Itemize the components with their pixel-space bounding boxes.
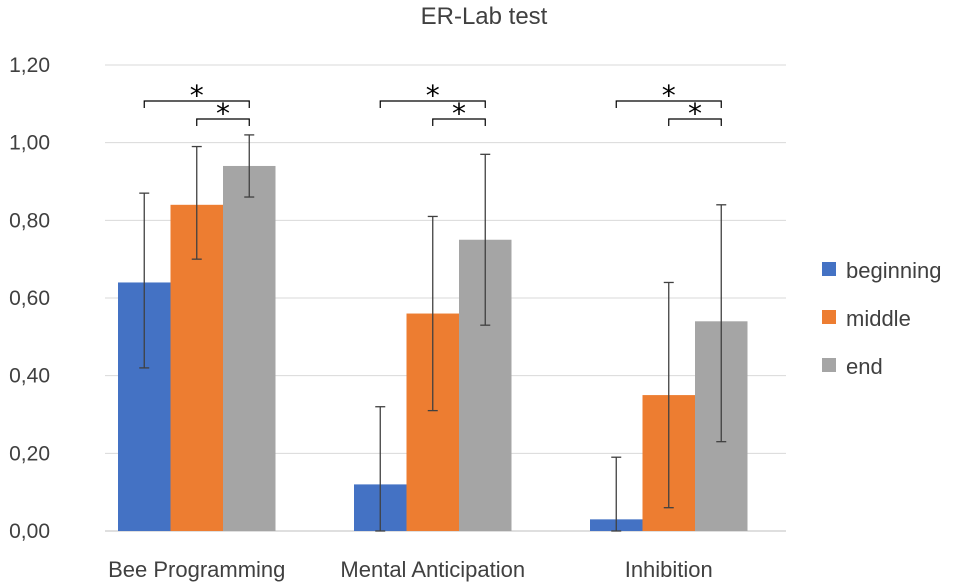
significance-star: * [426, 79, 440, 112]
significance-star: * [662, 79, 676, 112]
bracket-line [668, 118, 722, 126]
legend-label: beginning [846, 258, 941, 283]
category-label: Mental Anticipation [340, 557, 525, 582]
legend-label: end [846, 354, 883, 379]
significance-star: * [190, 79, 204, 112]
legend-swatch [822, 262, 836, 276]
legend-item-end: end [822, 354, 883, 379]
chart-title: ER-Lab test [421, 3, 548, 30]
bracket-line [432, 118, 486, 126]
y-tick-label: 1,20 [9, 54, 50, 77]
category-label: Inhibition [625, 557, 713, 582]
legend-label: middle [846, 306, 911, 331]
error-bar-beginning-3 [611, 456, 622, 532]
error-bar-end-1 [244, 134, 255, 198]
y-tick-label: 0,60 [9, 287, 50, 310]
legend-item-beginning: beginning [822, 258, 941, 283]
error-bars [139, 134, 727, 532]
significance-bracket: * [668, 97, 722, 130]
bracket-line [196, 118, 250, 126]
significance-bracket: * [615, 79, 722, 112]
error-bar-end-3 [716, 204, 727, 443]
significance-star: * [216, 97, 230, 130]
significance-bracket: * [379, 79, 486, 112]
x-axis-category-labels: Bee Programming Mental Anticipation Inhibi… [108, 557, 713, 582]
category-label: Bee Programming [108, 557, 285, 582]
error-bar-beginning-2 [375, 406, 386, 532]
error-bar-middle-1 [191, 145, 202, 260]
error-bar-beginning-1 [139, 192, 150, 369]
significance-bracket: * [143, 79, 250, 112]
y-tick-label: 0,00 [9, 520, 50, 543]
legend-swatch [822, 358, 836, 372]
bracket-line [379, 100, 486, 108]
y-axis-tick-labels: 0,00 0,20 0,40 0,60 0,80 1,00 1,20 [9, 54, 50, 543]
legend-swatch [822, 310, 836, 324]
bracket-line [615, 100, 722, 108]
y-tick-label: 1,00 [9, 132, 50, 155]
significance-brackets: * * * * * * [143, 79, 722, 130]
significance-bracket: * [196, 97, 250, 130]
bar-end-1 [223, 165, 276, 531]
error-bar-end-2 [480, 153, 491, 326]
bracket-line [143, 100, 250, 108]
significance-bracket: * [432, 97, 486, 130]
y-tick-label: 0,40 [9, 365, 50, 388]
y-tick-label: 0,20 [9, 442, 50, 465]
error-bar-middle-2 [427, 215, 438, 412]
error-bar-middle-3 [663, 281, 674, 509]
significance-star: * [452, 97, 466, 130]
legend: beginning middle end [822, 258, 941, 379]
significance-star: * [688, 97, 702, 130]
legend-item-middle: middle [822, 306, 911, 331]
y-tick-label: 0,80 [9, 209, 50, 232]
